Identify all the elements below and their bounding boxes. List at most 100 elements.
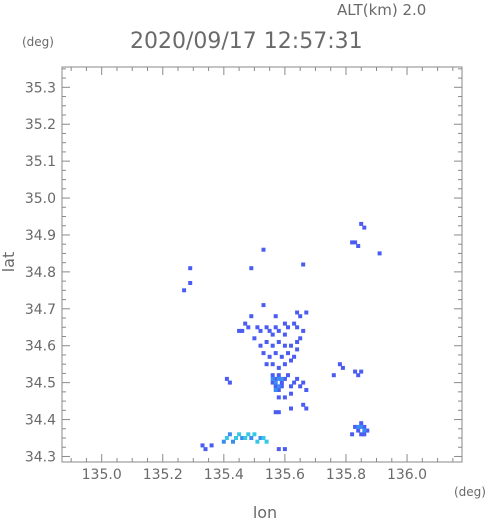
echo-point-0 xyxy=(270,362,275,367)
y-tick-label: 34.9 xyxy=(25,228,56,244)
plot-frame xyxy=(61,66,463,463)
echo-point-1 xyxy=(276,376,281,381)
echo-point-1 xyxy=(273,388,278,392)
echo-point-0 xyxy=(289,391,293,396)
echo-point-0 xyxy=(298,384,303,389)
echo-point-0 xyxy=(276,373,281,378)
echo-point-0 xyxy=(298,314,303,319)
echo-point-0 xyxy=(270,343,275,348)
echo-point-1 xyxy=(273,380,278,385)
echo-point-0 xyxy=(258,328,263,333)
x-tick-label: 135.4 xyxy=(204,467,244,483)
echo-point-0 xyxy=(273,376,278,381)
echo-point-0 xyxy=(249,266,254,271)
echo-point-2 xyxy=(224,436,229,440)
echo-point-0 xyxy=(273,325,278,330)
echo-point-2 xyxy=(261,436,266,440)
echo-point-0 xyxy=(276,365,281,370)
echo-point-0 xyxy=(264,325,269,330)
y-tick-label: 34.8 xyxy=(25,265,56,281)
axis-ticks: 135.0 135.2 135.4 135.6 135.8 136.0 34.3 34.4 34… xyxy=(25,67,462,483)
echo-point-0 xyxy=(295,310,300,315)
echo-point-0 xyxy=(276,395,281,400)
y-tick-label: 34.6 xyxy=(25,339,56,355)
echo-point-0 xyxy=(356,373,361,378)
echo-point-0 xyxy=(301,380,306,385)
echo-point-0 xyxy=(289,384,293,389)
echo-point-0 xyxy=(258,343,263,348)
echo-point-1 xyxy=(231,439,235,444)
echo-point-0 xyxy=(209,443,214,448)
echo-point-0 xyxy=(270,373,275,378)
echo-point-1 xyxy=(227,432,232,437)
x-tick-label: 135.2 xyxy=(143,467,183,483)
echo-point-0 xyxy=(261,303,266,308)
echo-point-1 xyxy=(356,424,361,429)
x-unit-label: (deg) xyxy=(454,485,486,499)
echo-point-0 xyxy=(273,351,278,356)
echo-point-0 xyxy=(188,281,193,285)
echo-point-0 xyxy=(295,376,300,381)
y-tick-label: 34.5 xyxy=(25,376,56,392)
echo-point-0 xyxy=(295,347,300,352)
echo-point-0 xyxy=(298,336,303,341)
echo-point-0 xyxy=(304,406,309,411)
echo-point-0 xyxy=(301,328,306,333)
y-tick-label: 35.0 xyxy=(25,191,56,207)
echo-point-0 xyxy=(273,384,278,389)
echo-point-0 xyxy=(337,362,342,367)
echo-point-0 xyxy=(276,388,281,392)
echo-point-2 xyxy=(243,436,248,440)
echo-point-0 xyxy=(243,321,248,326)
echo-point-0 xyxy=(264,340,269,344)
echo-point-0 xyxy=(359,221,364,226)
echo-point-0 xyxy=(359,432,364,437)
echo-point-0 xyxy=(295,340,300,344)
echo-point-0 xyxy=(304,388,309,392)
echo-point-0 xyxy=(224,376,229,381)
echo-point-0 xyxy=(252,336,257,341)
echo-point-2 xyxy=(255,439,260,444)
y-axis-label: lat xyxy=(0,252,18,273)
echo-point-0 xyxy=(282,447,287,452)
echo-point-0 xyxy=(353,240,358,245)
echo-point-0 xyxy=(340,365,345,370)
echo-point-1 xyxy=(276,384,281,389)
echo-point-0 xyxy=(304,310,309,315)
chart-title: 2020/09/17 12:57:31 xyxy=(130,29,363,54)
echo-point-0 xyxy=(350,240,355,245)
x-tick-label: 135.8 xyxy=(326,467,366,483)
echo-point-0 xyxy=(261,247,266,252)
echo-point-0 xyxy=(292,380,297,385)
echo-point-0 xyxy=(270,332,275,337)
echo-point-0 xyxy=(331,373,336,378)
echo-point-0 xyxy=(240,328,245,333)
echo-point-1 xyxy=(221,439,226,444)
echo-point-0 xyxy=(282,332,287,337)
echo-point-0 xyxy=(200,443,205,448)
echo-point-0 xyxy=(282,395,287,400)
echo-point-0 xyxy=(282,321,287,326)
echo-point-0 xyxy=(282,362,287,367)
echo-point-0 xyxy=(282,376,287,381)
y-tick-label: 34.3 xyxy=(25,449,56,465)
echo-point-0 xyxy=(289,406,293,411)
echo-point-0 xyxy=(276,340,281,344)
echo-point-0 xyxy=(276,410,281,415)
echo-point-0 xyxy=(255,325,260,330)
y-tick-label: 35.2 xyxy=(25,117,56,133)
echo-point-0 xyxy=(249,314,254,319)
echo-point-0 xyxy=(279,354,284,359)
x-axis-label: lon xyxy=(253,503,277,521)
echo-point-2 xyxy=(252,432,257,437)
echo-point-0 xyxy=(353,424,358,429)
echo-point-0 xyxy=(246,325,251,330)
echo-point-0 xyxy=(362,432,367,437)
echo-point-0 xyxy=(292,321,297,326)
echo-point-0 xyxy=(356,428,361,433)
echo-point-1 xyxy=(359,424,364,429)
echo-point-0 xyxy=(264,362,269,367)
echo-point-2 xyxy=(237,432,242,437)
echo-point-1 xyxy=(249,436,254,440)
echo-point-0 xyxy=(270,380,275,385)
